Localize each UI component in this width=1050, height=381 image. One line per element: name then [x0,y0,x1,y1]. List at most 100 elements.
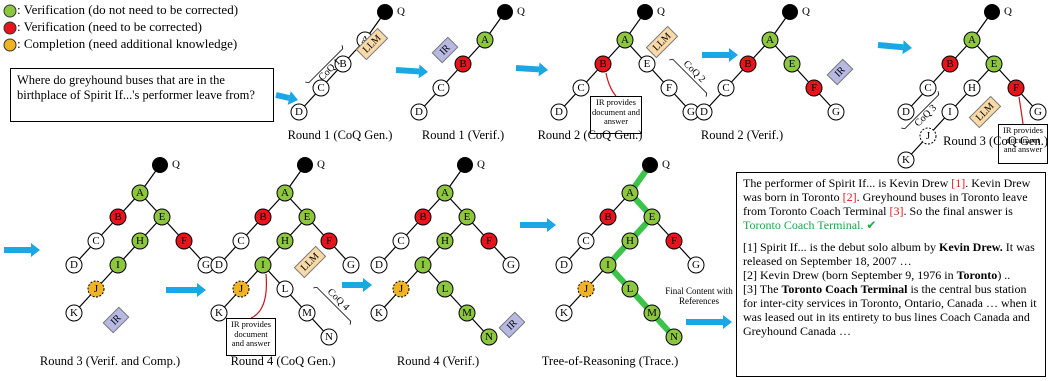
tree-node [454,55,472,73]
legend-dot [3,21,17,35]
citation: [1] [951,176,966,190]
flow-arrow-head [31,243,40,257]
tree-node [131,184,149,202]
llm-tag: LLM [968,95,1002,129]
node-label: E [304,211,311,223]
legend-text: : Verification (need to be corrected) [17,19,202,34]
root-node [637,4,653,20]
tree-node [232,232,250,250]
legend-text: : Verification (do not need to be correc… [17,2,238,17]
tree-node [594,55,612,73]
node-label: B [604,211,611,223]
final-label-text: Final Content with References [665,286,733,306]
node-label: J [239,283,244,295]
answer-part: . Greyhound buses in Toronto leave from … [743,190,1028,218]
tree-node [414,256,432,274]
ref-text: is the central bus station for inter-cit… [743,282,1037,338]
tree-node [502,256,520,274]
node-label: A [968,34,976,46]
tree-node [897,151,915,169]
node-label: F [326,235,332,247]
tree-node [599,208,617,226]
tree-node [210,256,228,274]
reference: [1] Spirit If... is the debut solo album… [743,240,1039,268]
flow-arrow [395,67,420,75]
ir-box [498,311,526,339]
node-label: F [811,82,817,94]
llm-tag: LLM [293,245,327,279]
tree-node [370,304,388,322]
tree-node [276,280,294,298]
question-box: Where do greyhound buses that are in the… [10,68,274,122]
node-label: J [926,130,931,142]
node-label: N [485,331,493,343]
tree-node [254,256,272,274]
node-label: C [437,82,444,94]
flow-arrow-head [538,62,548,77]
tree-node [458,304,476,322]
legend-text: : Completion (need additional knowledge) [17,36,237,51]
node-label: G [687,106,695,118]
node-label: F [486,235,492,247]
tree-node [334,55,352,73]
root-label: Q [172,159,180,171]
node-label: G [832,106,840,118]
coq-bracket [305,45,344,84]
node-label: H [626,235,634,247]
tree-node [410,103,428,121]
tree-node [153,208,171,226]
root-node [377,4,393,20]
ir-box [431,36,459,64]
tree-node [555,304,573,322]
tree-node [577,280,595,298]
node-label: N [670,331,678,343]
node-label: B [459,58,466,70]
node-label: H [281,235,289,247]
panel-caption: Round 2 (CoQ Gen.) [538,128,643,142]
node-label: D [555,106,563,118]
note-text: IR provides document and answer [998,124,1048,164]
flow-arrow-head [363,278,372,292]
node-label: B [259,211,266,223]
tree-node [109,256,127,274]
tree-node [276,184,294,202]
root-label: Q [1004,6,1012,18]
flow-arrow-head [287,91,298,105]
ref-bold: Toronto [956,268,998,282]
node-label: K [70,307,78,319]
check-mark: ✔ [863,218,877,232]
root-label: Q [397,6,405,18]
node-label: B [599,58,606,70]
node-label: I [606,259,610,271]
tree-node [695,103,713,121]
ref-text: It was released on September 18, 2007 … [743,240,1035,268]
root-node [984,4,1000,20]
note-arrow [1018,96,1024,125]
answer-part: The performer of Spirit If... is Kevin D… [743,176,952,190]
tree-node [761,31,779,49]
node-label: F [666,82,672,94]
node-label: C [577,82,584,94]
tree-node [739,55,757,73]
llm-tag: LLM [645,25,679,59]
root-node [457,157,473,173]
flow-arrow-head [418,64,428,79]
ir-tag: IR [498,311,526,339]
ref-text: [3] The [743,282,782,296]
node-label: A [766,34,774,46]
tree-node [298,208,316,226]
tree-node [717,79,735,97]
tree-node [414,208,432,226]
node-label: M [462,307,472,319]
node-label: B [946,58,953,70]
node-label: G [692,259,700,271]
node-label: K [902,154,910,166]
flow-arrow [275,92,290,101]
node-label: B [339,58,346,70]
tree-node [87,280,105,298]
flow-arrow [515,65,540,73]
node-label: I [948,106,952,118]
node-label: C [317,82,324,94]
tree-node [985,55,1003,73]
